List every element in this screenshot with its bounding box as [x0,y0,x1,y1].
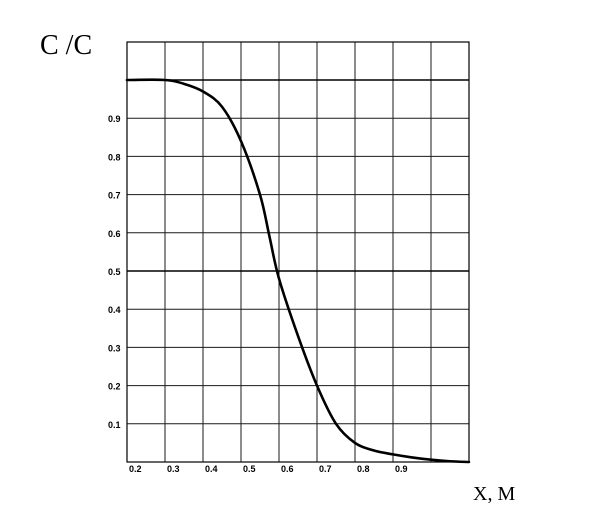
x-tick-label: 0.8 [357,464,370,474]
tick-labels: 0.2 0.3 0.4 0.5 0.6 0.7 0.8 0.9 0.1 0.2 0.3 0.4 0.5 0… [108,114,408,474]
y-tick-label: 0.6 [108,229,121,239]
y-tick-label: 0.2 [108,382,121,392]
x-tick-label: 0.5 [243,464,256,474]
y-tick-label: 0.5 [108,267,121,277]
plot-frame [126,41,470,463]
y-tick-label: 0.4 [108,305,121,315]
x-tick-label: 0.4 [205,464,218,474]
y-tick-label: 0.7 [108,191,121,201]
x-axis-label: X, M [473,483,515,505]
x-tick-label: 0.3 [167,464,180,474]
y-tick-label: 0.8 [108,152,121,162]
series-line [125,78,471,464]
y-tick-label: 0.3 [108,343,121,353]
grid [126,42,470,463]
series [125,78,471,464]
y-tick-label: 0.9 [108,114,121,124]
x-tick-label: 0.2 [129,464,142,474]
x-tick-label: 0.7 [319,464,332,474]
y-axis-label: C /C [40,30,92,61]
x-tick-label: 0.6 [281,464,294,474]
y-tick-label: 0.1 [108,420,121,430]
x-tick-label: 0.9 [395,464,408,474]
